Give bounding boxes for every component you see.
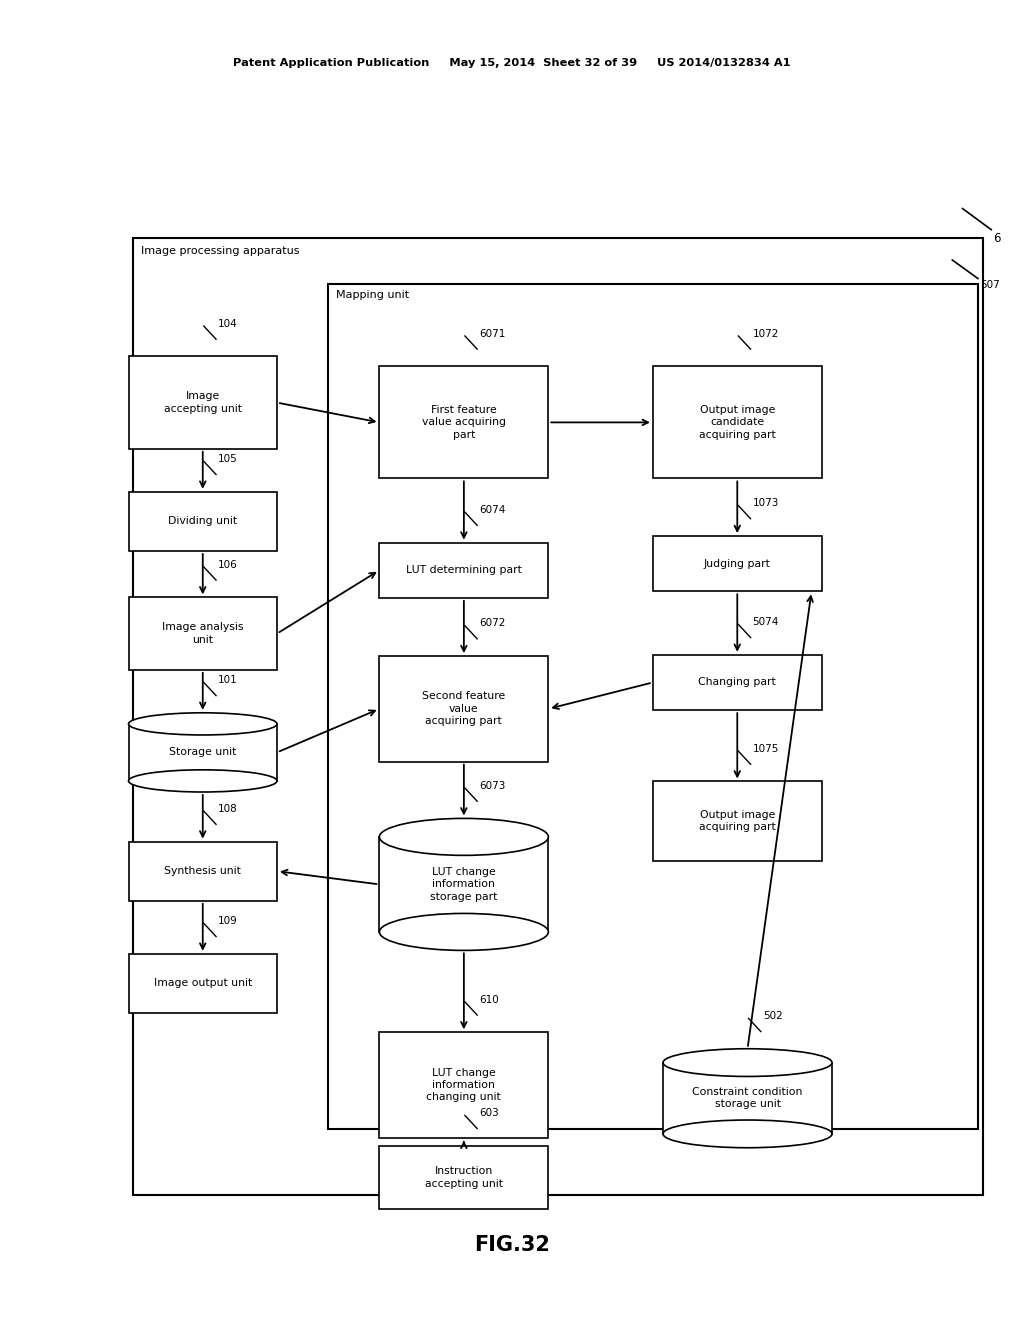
Text: Patent Application Publication     May 15, 2014  Sheet 32 of 39     US 2014/0132: Patent Application Publication May 15, 2… bbox=[233, 58, 791, 69]
FancyBboxPatch shape bbox=[130, 722, 275, 735]
Text: Constraint condition
storage unit: Constraint condition storage unit bbox=[692, 1088, 803, 1109]
Text: 105: 105 bbox=[218, 454, 238, 465]
FancyBboxPatch shape bbox=[129, 723, 276, 781]
Text: Image analysis
unit: Image analysis unit bbox=[162, 623, 244, 644]
Text: Judging part: Judging part bbox=[703, 558, 771, 569]
FancyBboxPatch shape bbox=[129, 356, 276, 449]
Text: 1072: 1072 bbox=[753, 329, 779, 338]
Text: Synthesis unit: Synthesis unit bbox=[164, 866, 242, 876]
Text: 507: 507 bbox=[980, 280, 999, 290]
Text: 1075: 1075 bbox=[753, 743, 779, 754]
Text: Image output unit: Image output unit bbox=[154, 978, 252, 989]
Text: 109: 109 bbox=[218, 916, 238, 927]
Text: 6074: 6074 bbox=[479, 504, 506, 515]
Text: Dividing unit: Dividing unit bbox=[168, 516, 238, 527]
Text: 502: 502 bbox=[763, 1011, 782, 1022]
Text: First feature
value acquiring
part: First feature value acquiring part bbox=[422, 405, 506, 440]
FancyBboxPatch shape bbox=[379, 1146, 549, 1209]
FancyBboxPatch shape bbox=[653, 781, 821, 861]
Text: 6073: 6073 bbox=[479, 780, 506, 791]
Text: 610: 610 bbox=[479, 994, 499, 1005]
Text: LUT change
information
changing unit: LUT change information changing unit bbox=[427, 1068, 501, 1102]
Text: 603: 603 bbox=[479, 1107, 499, 1118]
Text: 106: 106 bbox=[218, 560, 238, 570]
Text: Image processing apparatus: Image processing apparatus bbox=[141, 246, 300, 256]
Text: Changing part: Changing part bbox=[698, 677, 776, 688]
Text: Output image
candidate
acquiring part: Output image candidate acquiring part bbox=[699, 405, 775, 440]
FancyBboxPatch shape bbox=[379, 656, 549, 762]
Text: LUT determining part: LUT determining part bbox=[406, 565, 522, 576]
Text: Storage unit: Storage unit bbox=[169, 747, 237, 758]
FancyBboxPatch shape bbox=[129, 842, 276, 900]
FancyBboxPatch shape bbox=[664, 1063, 831, 1134]
Ellipse shape bbox=[664, 1048, 831, 1077]
FancyBboxPatch shape bbox=[129, 491, 276, 552]
Text: 108: 108 bbox=[218, 804, 238, 813]
Text: Image
accepting unit: Image accepting unit bbox=[164, 392, 242, 413]
FancyBboxPatch shape bbox=[129, 597, 276, 671]
Text: 6071: 6071 bbox=[479, 329, 506, 338]
FancyBboxPatch shape bbox=[379, 837, 549, 932]
FancyBboxPatch shape bbox=[129, 953, 276, 1014]
Text: Instruction
accepting unit: Instruction accepting unit bbox=[425, 1167, 503, 1188]
Ellipse shape bbox=[379, 913, 549, 950]
FancyBboxPatch shape bbox=[653, 655, 821, 710]
FancyBboxPatch shape bbox=[653, 366, 821, 478]
FancyBboxPatch shape bbox=[379, 543, 549, 598]
Ellipse shape bbox=[129, 770, 276, 792]
FancyBboxPatch shape bbox=[133, 238, 983, 1195]
Text: Mapping unit: Mapping unit bbox=[336, 290, 409, 301]
Ellipse shape bbox=[129, 713, 276, 735]
Ellipse shape bbox=[664, 1119, 831, 1147]
Text: 6072: 6072 bbox=[479, 618, 506, 628]
FancyBboxPatch shape bbox=[653, 536, 821, 591]
Text: 6: 6 bbox=[993, 232, 1000, 246]
FancyBboxPatch shape bbox=[381, 833, 547, 855]
Text: LUT change
information
storage part: LUT change information storage part bbox=[430, 867, 498, 902]
FancyBboxPatch shape bbox=[379, 1032, 549, 1138]
Ellipse shape bbox=[379, 818, 549, 855]
Text: 104: 104 bbox=[218, 318, 238, 329]
Text: 5074: 5074 bbox=[753, 616, 779, 627]
Text: 101: 101 bbox=[218, 675, 238, 685]
FancyBboxPatch shape bbox=[328, 284, 978, 1129]
Text: FIG.32: FIG.32 bbox=[474, 1234, 550, 1255]
FancyBboxPatch shape bbox=[665, 1060, 830, 1077]
Text: Second feature
value
acquiring part: Second feature value acquiring part bbox=[422, 692, 506, 726]
Text: Output image
acquiring part: Output image acquiring part bbox=[699, 810, 775, 832]
FancyBboxPatch shape bbox=[379, 366, 549, 478]
Text: 1073: 1073 bbox=[753, 498, 779, 508]
